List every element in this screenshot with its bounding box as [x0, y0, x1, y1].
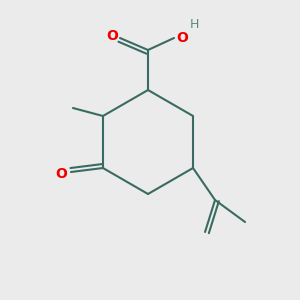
Text: O: O	[176, 31, 188, 45]
Text: H: H	[189, 17, 199, 31]
Text: O: O	[106, 29, 118, 43]
Text: O: O	[55, 167, 67, 181]
